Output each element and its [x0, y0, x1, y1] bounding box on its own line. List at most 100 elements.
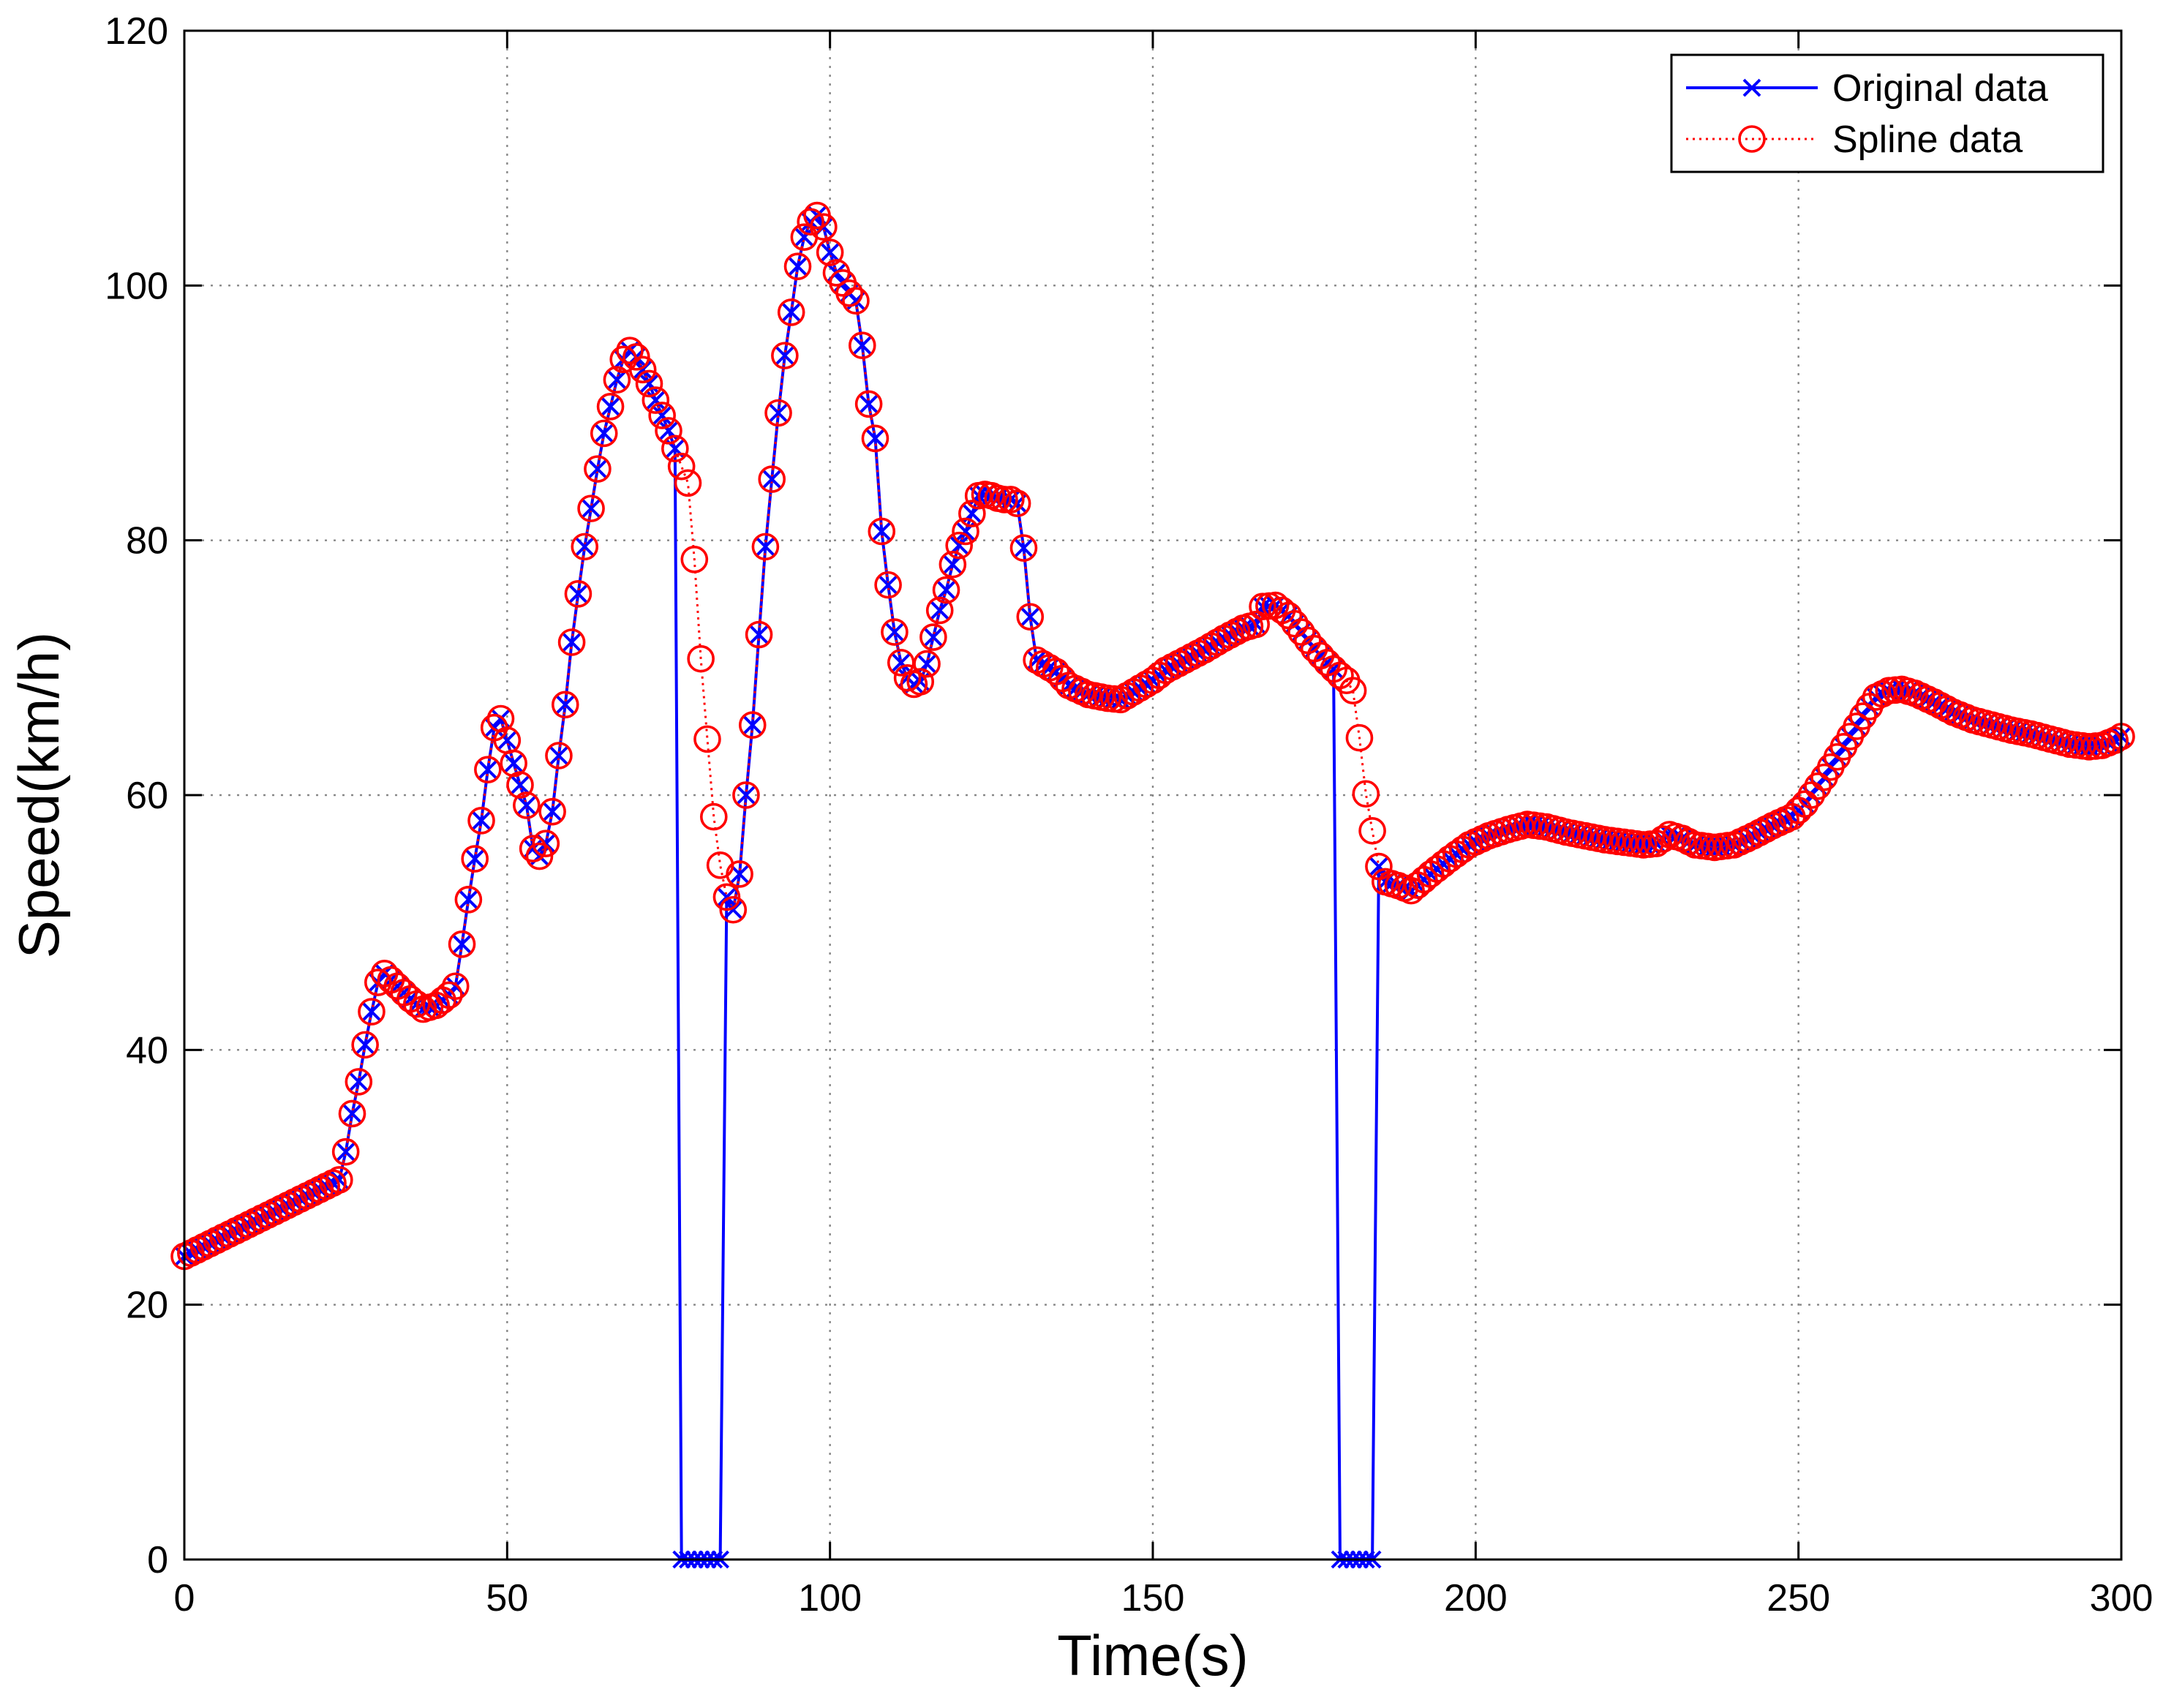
legend-original-label: Original data [1832, 67, 2048, 110]
spline-data-point [525, 842, 554, 870]
spline-data-point [706, 851, 734, 879]
spline-data-point [932, 576, 960, 604]
original-data-point [879, 576, 898, 595]
spline-data-point [616, 336, 644, 364]
spline-data-point [622, 343, 650, 371]
spline-data-point [952, 517, 979, 546]
original-data-point [943, 555, 962, 574]
spline-data-point [441, 972, 470, 1001]
spline-data-point [331, 1137, 360, 1166]
y-tick-label: 40 [126, 1029, 168, 1072]
y-tick-label: 0 [147, 1539, 168, 1581]
original-data-point [949, 536, 968, 555]
spline-data-point [467, 807, 495, 835]
original-data-point [601, 397, 620, 416]
original-data-point [872, 522, 891, 541]
x-tick-label: 150 [1121, 1577, 1185, 1619]
spline-data-point [1358, 816, 1386, 845]
original-data-point [853, 336, 872, 355]
y-tick-label: 60 [126, 775, 168, 817]
spline-data-point [938, 550, 967, 579]
spline-data-point [454, 886, 483, 914]
original-data-point [549, 746, 568, 765]
spline-data-point [635, 369, 663, 398]
original-data-point [595, 424, 614, 443]
spline-data-point [1345, 723, 1374, 752]
original-data-point [769, 404, 788, 422]
spline-data-point [474, 756, 502, 783]
y-tick-label: 120 [105, 10, 168, 53]
spline-data-point [945, 531, 973, 560]
y-tick-label: 20 [126, 1284, 168, 1327]
spline-data-point [893, 663, 922, 692]
spline-data-point [797, 208, 824, 236]
original-data-point [723, 900, 742, 919]
spline-data-point [783, 252, 812, 281]
spline-data-point [667, 452, 696, 481]
spline-data-point [990, 486, 1018, 513]
original-data-point [866, 429, 884, 448]
spline-data-point [842, 287, 870, 315]
original-data-point [517, 796, 536, 815]
grid [184, 31, 2121, 1560]
spline-data-point [557, 628, 586, 656]
spline-data-point [861, 424, 889, 453]
spline-data-point [351, 1031, 379, 1059]
spline-data-point [519, 835, 547, 862]
original-data-point [472, 811, 491, 830]
spline-data-point [868, 517, 896, 546]
spline-data-point [326, 1166, 353, 1194]
spline-data-point [596, 392, 625, 421]
original-data-point [633, 360, 652, 379]
original-data-point [859, 394, 879, 413]
original-data-point [336, 1143, 356, 1162]
original-data-point [885, 622, 904, 642]
spline-data-point [642, 386, 670, 414]
spline-data-point [338, 1099, 366, 1128]
spline-data-point [364, 968, 392, 996]
spline-data-point [648, 402, 676, 429]
spline-data-point [1016, 603, 1045, 631]
spline-data-point [1933, 695, 1961, 723]
spline-data-point [2101, 726, 2129, 754]
original-data-point [1020, 607, 1039, 626]
spline-data-point [1009, 534, 1038, 562]
x-axis-title: Time(s) [1057, 1623, 1248, 1688]
original-data-point [556, 695, 575, 714]
spline-data-point [603, 366, 631, 394]
original-data-point [575, 537, 594, 556]
original-data-point [743, 715, 762, 734]
original-data-point [478, 760, 497, 779]
spline-data-point [345, 1068, 373, 1096]
original-data-point [794, 227, 813, 247]
spline-data-point [571, 533, 599, 561]
original-data-point [821, 243, 840, 262]
spline-data-point [958, 500, 986, 527]
spline-data-point [448, 930, 476, 958]
original-data-point [775, 346, 794, 365]
original-data-point [750, 625, 768, 644]
spline-data-point [435, 981, 463, 1009]
original-data-point [892, 653, 911, 672]
spline-data-point [712, 883, 741, 911]
spline-data-point [687, 644, 715, 673]
original-data-point [563, 633, 582, 652]
y-axis-title: Speed(km/h) [7, 632, 71, 959]
original-data-point [1369, 857, 1388, 876]
spline-data-point [771, 342, 799, 369]
original-data-point [937, 581, 955, 600]
original-data-point [497, 731, 516, 750]
spline-data-point [358, 998, 385, 1026]
original-data-point [465, 849, 484, 868]
y-tick-label: 80 [126, 520, 168, 563]
original-data-point [582, 499, 601, 518]
x-tick-label: 300 [2090, 1577, 2153, 1619]
original-data-point [349, 1072, 368, 1091]
spline-data-point [674, 469, 702, 497]
x-tick-label: 100 [798, 1577, 862, 1619]
spline-data-point [693, 725, 721, 753]
spline-data-point [1352, 780, 1380, 808]
spline-data-point [1797, 781, 1826, 809]
spline-data-point [402, 990, 431, 1018]
